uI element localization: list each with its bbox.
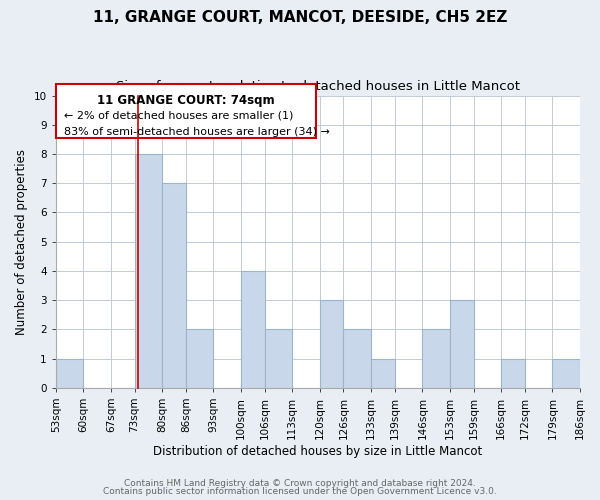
Bar — [343, 330, 371, 388]
Bar — [501, 358, 525, 388]
Text: ← 2% of detached houses are smaller (1): ← 2% of detached houses are smaller (1) — [64, 110, 293, 120]
X-axis label: Distribution of detached houses by size in Little Mancot: Distribution of detached houses by size … — [153, 444, 482, 458]
Bar — [134, 154, 162, 388]
Title: Size of property relative to detached houses in Little Mancot: Size of property relative to detached ho… — [116, 80, 520, 93]
Y-axis label: Number of detached properties: Number of detached properties — [15, 148, 28, 334]
Bar — [56, 358, 83, 388]
FancyBboxPatch shape — [56, 84, 316, 138]
Text: Contains public sector information licensed under the Open Government Licence v3: Contains public sector information licen… — [103, 487, 497, 496]
Bar — [320, 300, 343, 388]
Bar — [241, 271, 265, 388]
Text: 11 GRANGE COURT: 74sqm: 11 GRANGE COURT: 74sqm — [97, 94, 275, 107]
Bar — [186, 330, 214, 388]
Bar — [265, 330, 292, 388]
Bar — [553, 358, 580, 388]
Bar — [450, 300, 473, 388]
Text: Contains HM Land Registry data © Crown copyright and database right 2024.: Contains HM Land Registry data © Crown c… — [124, 478, 476, 488]
Text: 83% of semi-detached houses are larger (34) →: 83% of semi-detached houses are larger (… — [64, 126, 329, 136]
Bar — [371, 358, 395, 388]
Text: 11, GRANGE COURT, MANCOT, DEESIDE, CH5 2EZ: 11, GRANGE COURT, MANCOT, DEESIDE, CH5 2… — [93, 10, 507, 25]
Bar — [162, 183, 186, 388]
Bar — [422, 330, 450, 388]
